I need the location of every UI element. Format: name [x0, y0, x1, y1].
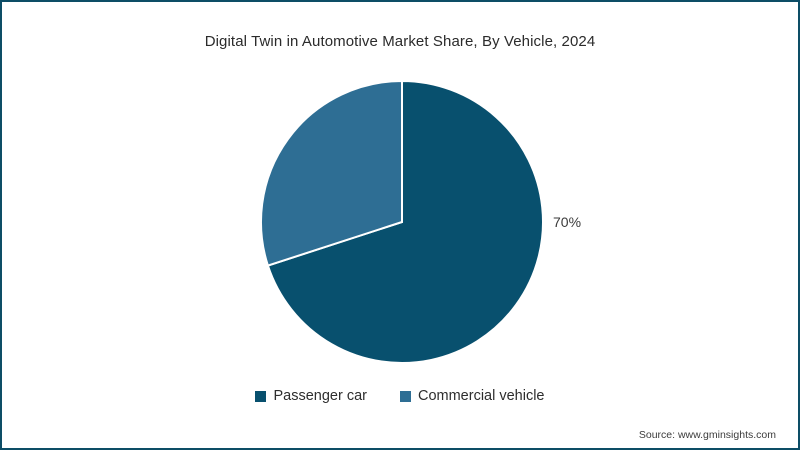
legend-item-label: Commercial vehicle	[417, 388, 545, 404]
page-title: Digital Twin in Automotive Market Share,…	[204, 33, 596, 50]
pie-chart	[260, 80, 544, 364]
pie-data-label-passenger-car: 70%	[553, 214, 582, 230]
pie-slice-passenger-car[interactable]	[266, 80, 544, 364]
chart-legend: Passenger car Commercial vehicle	[2, 388, 798, 404]
legend-item-passenger-car[interactable]: Passenger car	[255, 388, 367, 404]
legend-color-swatch-icon	[255, 390, 267, 402]
legend-color-swatch-icon	[399, 390, 411, 402]
pie-slice-commercial-vehicle[interactable]	[260, 80, 403, 267]
source-attribution: Source: www.gminsights.com	[638, 429, 776, 441]
pie-chart-svg	[260, 80, 544, 364]
legend-item-label: Passenger car	[273, 388, 367, 404]
legend-item-commercial-vehicle[interactable]: Commercial vehicle	[399, 388, 545, 404]
